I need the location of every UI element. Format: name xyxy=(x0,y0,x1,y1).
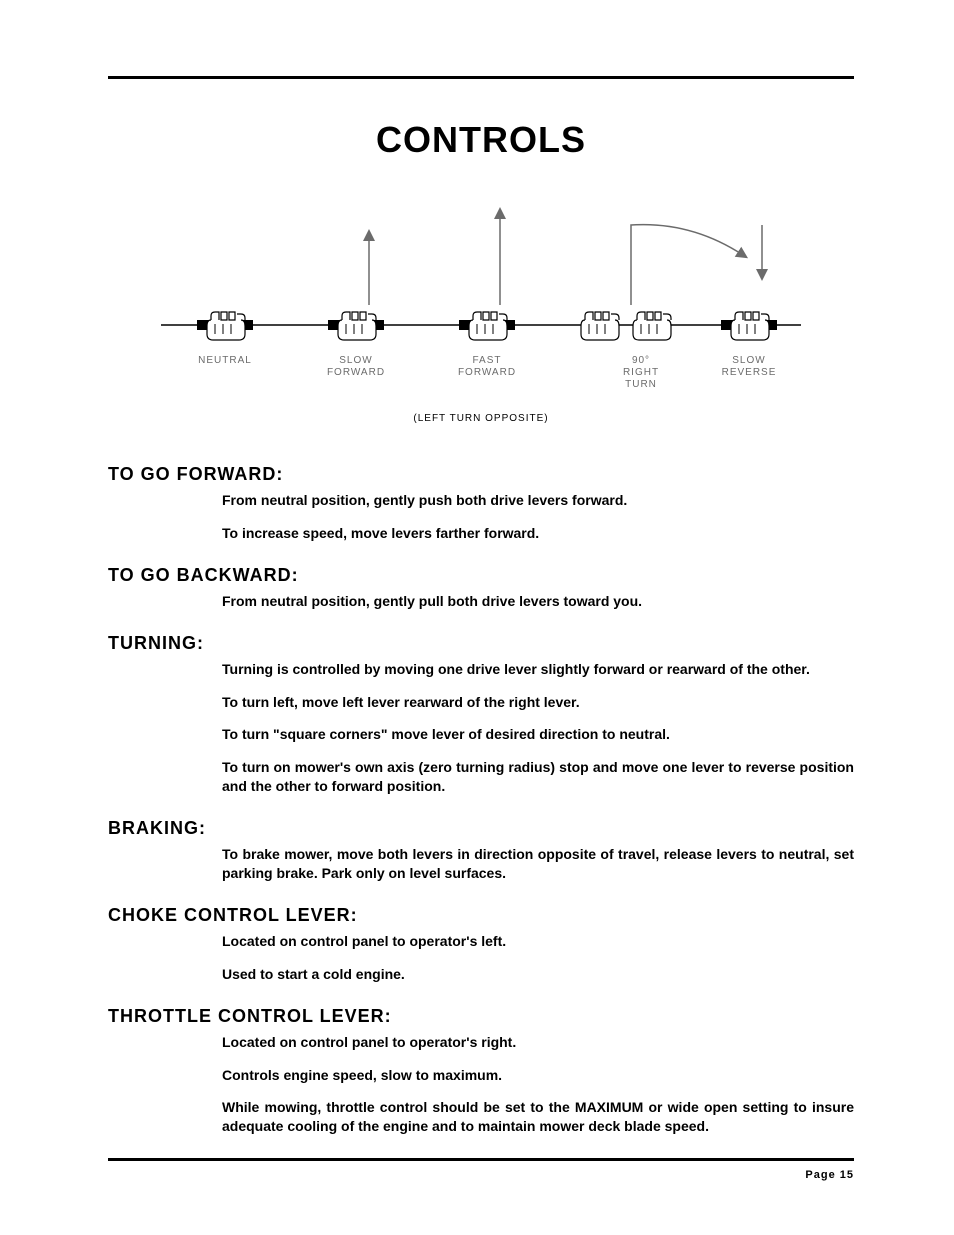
section-heading: BRAKING: xyxy=(108,818,854,839)
section-body: From neutral position, gently push both … xyxy=(108,491,854,543)
pos-slow-reverse: SLOW REVERSE xyxy=(721,225,777,378)
paragraph: From neutral position, gently push both … xyxy=(222,491,854,510)
section-body: Located on control panel to operator's r… xyxy=(108,1033,854,1137)
paragraph: To turn "square corners" move lever of d… xyxy=(222,725,854,744)
svg-text:TURN: TURN xyxy=(625,379,657,390)
svg-text:RIGHT: RIGHT xyxy=(623,367,659,378)
pos-slow-forward: SLOW FORWARD xyxy=(327,235,385,378)
page-number: Page 15 xyxy=(108,1169,854,1181)
bottom-rule xyxy=(108,1158,854,1161)
paragraph: Controls engine speed, slow to maximum. xyxy=(222,1066,854,1085)
section: BRAKING: To brake mower, move both levers… xyxy=(108,818,854,883)
paragraph: To turn on mower's own axis (zero turnin… xyxy=(222,758,854,796)
section-heading: TO GO FORWARD: xyxy=(108,464,854,485)
paragraph: Located on control panel to operator's l… xyxy=(222,932,854,951)
svg-text:SLOW: SLOW xyxy=(339,355,372,366)
top-rule xyxy=(108,76,854,79)
paragraph: From neutral position, gently pull both … xyxy=(222,592,854,611)
section-heading: TURNING: xyxy=(108,633,854,654)
svg-text:FAST: FAST xyxy=(472,355,501,366)
paragraph: To increase speed, move levers farther f… xyxy=(222,524,854,543)
section: THROTTLE CONTROL LEVER: Located on contro… xyxy=(108,1006,854,1137)
section-body: Located on control panel to operator's l… xyxy=(108,932,854,984)
section: TO GO FORWARD: From neutral position, gen… xyxy=(108,464,854,543)
section: TURNING: Turning is controlled by moving … xyxy=(108,633,854,796)
emphasis: MAXIMUM xyxy=(575,1099,643,1115)
svg-text:FORWARD: FORWARD xyxy=(458,367,516,378)
pos-right-turn: 90° RIGHT TURN xyxy=(581,225,743,390)
sections-container: TO GO FORWARD: From neutral position, gen… xyxy=(108,464,854,1136)
section-heading: CHOKE CONTROL LEVER: xyxy=(108,905,854,926)
page-title: CONTROLS xyxy=(108,119,854,161)
section: CHOKE CONTROL LEVER: Located on control p… xyxy=(108,905,854,984)
section-body: From neutral position, gently pull both … xyxy=(108,592,854,611)
label-neutral: NEUTRAL xyxy=(198,355,252,366)
pos-fast-forward: FAST FORWARD xyxy=(458,213,516,378)
section-heading: THROTTLE CONTROL LEVER: xyxy=(108,1006,854,1027)
paragraph: Used to start a cold engine. xyxy=(222,965,854,984)
controls-diagram: NEUTRAL SLOW FORWARD FAST FORWARD 90° RI… xyxy=(131,205,831,405)
svg-text:SLOW: SLOW xyxy=(732,355,765,366)
section-heading: TO GO BACKWARD: xyxy=(108,565,854,586)
section: TO GO BACKWARD: From neutral position, ge… xyxy=(108,565,854,611)
svg-text:REVERSE: REVERSE xyxy=(722,367,777,378)
paragraph: While mowing, throttle control should be… xyxy=(222,1098,854,1136)
section-body: To brake mower, move both levers in dire… xyxy=(108,845,854,883)
section-body: Turning is controlled by moving one driv… xyxy=(108,660,854,796)
diagram-subcaption: (LEFT TURN OPPOSITE) xyxy=(108,413,854,424)
pos-neutral: NEUTRAL xyxy=(197,312,253,366)
paragraph: Located on control panel to operator's r… xyxy=(222,1033,854,1052)
svg-text:90°: 90° xyxy=(632,355,650,366)
paragraph: Turning is controlled by moving one driv… xyxy=(222,660,854,679)
svg-text:FORWARD: FORWARD xyxy=(327,367,385,378)
paragraph: To turn left, move left lever rearward o… xyxy=(222,693,854,712)
paragraph: To brake mower, move both levers in dire… xyxy=(222,845,854,883)
